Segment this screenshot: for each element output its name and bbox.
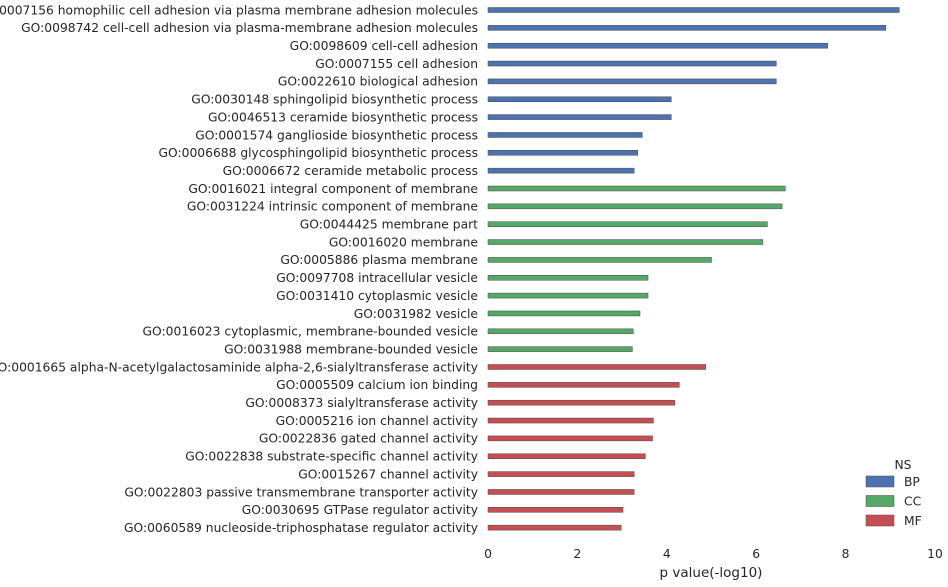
bar-bp xyxy=(487,114,672,120)
category-label: GO:0006672 ceramide metabolic process xyxy=(223,164,478,178)
bar-bp xyxy=(487,25,887,31)
bar-mf xyxy=(487,435,653,442)
category-label: GO:0031224 intrinsic component of membra… xyxy=(187,200,478,214)
category-label: GO:0046513 ceramide biosynthetic process xyxy=(208,110,478,124)
bar-mf xyxy=(487,382,680,388)
bar-bp xyxy=(487,167,635,174)
bar-mf xyxy=(487,507,624,513)
category-label: GO:0001574 ganglioside biosynthetic proc… xyxy=(195,128,478,142)
x-tick-label: 10 xyxy=(927,547,943,561)
bar-bp xyxy=(487,132,643,138)
category-label: GO:0022610 biological adhesion xyxy=(278,75,478,89)
bar-bp xyxy=(487,78,777,85)
legend-title: NS xyxy=(894,458,911,472)
bar-mf xyxy=(487,453,646,459)
bar-cc xyxy=(487,292,649,299)
category-label: GO:0030148 sphingolipid biosynthetic pro… xyxy=(191,93,478,107)
category-label: GO:0001665 alpha-N-acetylgalactosaminide… xyxy=(0,360,478,374)
category-label: GO:0098609 cell-cell adhesion xyxy=(290,39,478,53)
category-label: GO:0007156 homophilic cell adhesion via … xyxy=(0,3,478,17)
legend-label-cc: CC xyxy=(904,495,921,509)
category-label: GO:0008373 sialyltransferase activity xyxy=(245,396,478,410)
category-labels: GO:0007156 homophilic cell adhesion via … xyxy=(0,3,478,535)
category-label: GO:0016021 integral component of membran… xyxy=(188,182,478,196)
category-label: GO:0031988 membrane-bounded vesicle xyxy=(224,342,478,356)
category-label: GO:0031410 cytoplasmic vesicle xyxy=(276,289,478,303)
category-label: GO:0097708 intracellular vesicle xyxy=(276,271,478,285)
x-axis: 0 2 4 6 8 10 p value(-log10) xyxy=(484,547,943,581)
x-tick-label: 0 xyxy=(484,547,492,561)
category-label: GO:0022838 substrate-specific channel ac… xyxy=(185,450,478,464)
bar-cc xyxy=(487,221,768,227)
bar-bp xyxy=(487,60,777,67)
legend-swatch-bp xyxy=(865,475,895,488)
legend: NS BP CC MF xyxy=(865,458,922,528)
category-label: GO:0016023 cytoplasmic, membrane-bounded… xyxy=(143,325,478,339)
bar-bp xyxy=(487,42,828,49)
category-label: GO:0006688 glycosphingolipid biosyntheti… xyxy=(159,146,478,160)
category-label: GO:0022803 passive transmembrane transpo… xyxy=(124,485,478,499)
category-label: GO:0007155 cell adhesion xyxy=(315,57,478,71)
legend-label-bp: BP xyxy=(904,475,920,489)
bar-cc xyxy=(487,257,712,263)
category-label: GO:0060589 nucleoside-triphosphatase reg… xyxy=(124,521,478,535)
x-tick-label: 6 xyxy=(752,547,760,561)
category-label: GO:0016020 membrane xyxy=(329,235,478,249)
bar-cc xyxy=(487,310,641,317)
bar-cc xyxy=(487,239,764,245)
bar-mf xyxy=(487,417,654,424)
bar-bp xyxy=(487,7,900,13)
bar-bp xyxy=(487,150,638,156)
category-label: GO:0098742 cell-cell adhesion via plasma… xyxy=(21,21,478,35)
legend-swatch-mf xyxy=(865,514,895,527)
bar-mf xyxy=(487,489,635,495)
category-label: GO:0005886 plasma membrane xyxy=(280,253,478,267)
category-label: GO:0005216 ion channel activity xyxy=(276,414,478,428)
x-tick-label: 8 xyxy=(842,547,850,561)
bar-mf xyxy=(487,399,676,406)
bar-mf xyxy=(487,471,635,477)
bars-layer xyxy=(487,7,900,531)
x-tick-label: 2 xyxy=(573,547,581,561)
bar-mf xyxy=(487,524,622,531)
bar-cc xyxy=(487,275,649,281)
category-label: GO:0015267 channel activity xyxy=(298,467,478,481)
x-axis-label: p value(-log10) xyxy=(660,565,763,581)
category-label: GO:0031982 vesicle xyxy=(354,307,478,321)
bar-cc xyxy=(487,185,786,192)
x-tick-label: 4 xyxy=(663,547,671,561)
category-label: GO:0044425 membrane part xyxy=(300,218,478,232)
bar-cc xyxy=(487,346,633,352)
bar-bp xyxy=(487,96,672,102)
bar-cc xyxy=(487,328,634,335)
bar-mf xyxy=(487,364,706,370)
bar-cc xyxy=(487,203,783,210)
legend-label-mf: MF xyxy=(904,514,922,528)
category-label: GO:0005509 calcium ion binding xyxy=(276,378,478,392)
legend-swatch-cc xyxy=(865,495,895,507)
category-label: GO:0030695 GTPase regulator activity xyxy=(242,503,478,517)
category-label: GO:0022836 gated channel activity xyxy=(259,432,478,446)
